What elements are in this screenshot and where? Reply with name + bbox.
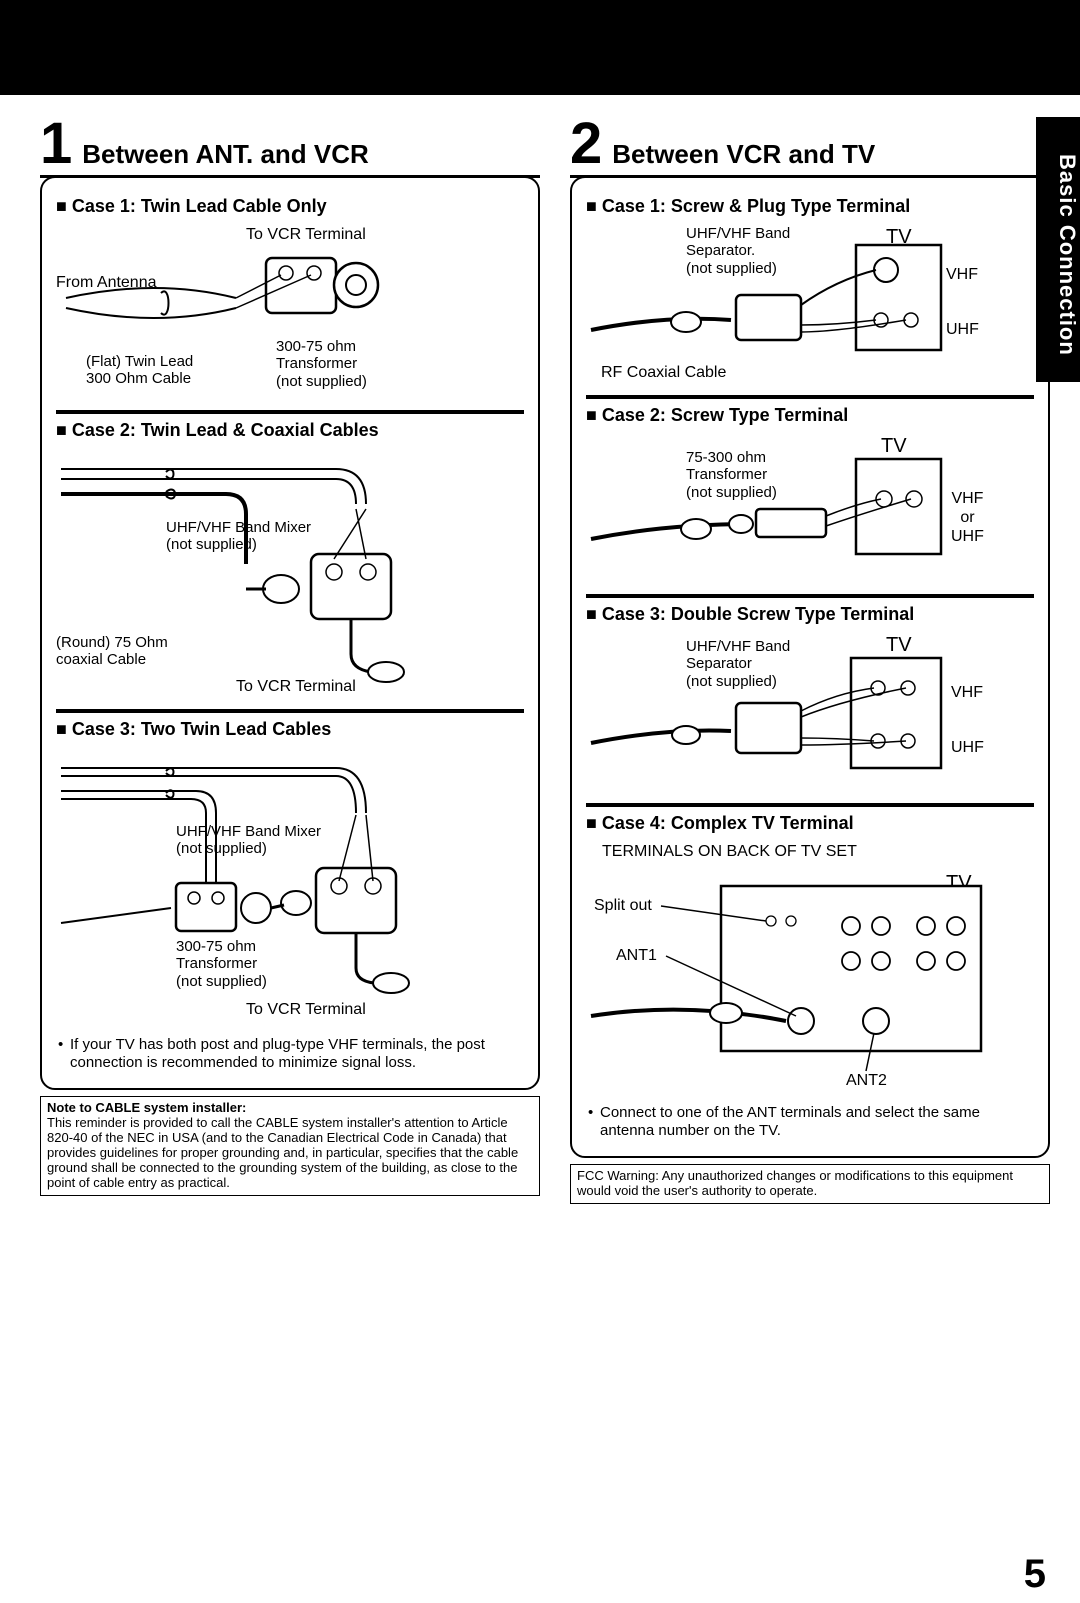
divider (586, 594, 1034, 598)
right-case3-header: Case 3: Double Screw Type Terminal (586, 604, 1034, 625)
footnote-title: Note to CABLE system installer: (47, 1100, 246, 1115)
coax-label: (Round) 75 Ohm coaxial Cable (56, 634, 168, 669)
right-title: 2 Between VCR and TV (570, 115, 1050, 178)
num-1: 1 (40, 115, 72, 173)
left-title-text: Between ANT. and VCR (82, 140, 369, 173)
left-note: If your TV has both post and plug-type V… (56, 1036, 524, 1072)
right-case2-header: Case 2: Screw Type Terminal (586, 405, 1034, 426)
right-panel: Case 1: Screw & Plug Type Terminal UHF/V… (570, 176, 1050, 1158)
divider (586, 803, 1034, 807)
right-case4-header: Case 4: Complex TV Terminal (586, 813, 1034, 834)
left-column: 1 Between ANT. and VCR Case 1: Twin Lead… (40, 115, 540, 1204)
left-case1-header: Case 1: Twin Lead Cable Only (56, 196, 524, 217)
left-case3-diagram: UHF/VHF Band Mixer (not supplied) 300-75… (56, 748, 524, 1028)
header-bar (0, 0, 1080, 95)
left-case1-diagram: To VCR Terminal From Antenna (Flat) Twin… (56, 225, 524, 400)
right-column: 2 Between VCR and TV Case 1: Screw & Plu… (570, 115, 1050, 1204)
to-vcr-label-3: To VCR Terminal (246, 1000, 366, 1019)
right-case1-diagram: UHF/VHF Band Separator. (not supplied) T… (586, 225, 1034, 385)
page-number: 5 (1024, 1552, 1046, 1597)
transformer-label: 300-75 ohm Transformer (not supplied) (276, 338, 367, 390)
right-case4-diagram: TV Split out ANT1 ANT2 (586, 861, 1034, 1096)
right-case3-diagram: UHF/VHF Band Separator (not supplied) TV… (586, 633, 1034, 793)
left-panel: Case 1: Twin Lead Cable Only To VCR Term… (40, 176, 540, 1090)
to-vcr-label: To VCR Terminal (246, 225, 366, 244)
num-2: 2 (570, 115, 602, 173)
mixer-label: UHF/VHF Band Mixer (not supplied) (166, 519, 311, 554)
right-title-text: Between VCR and TV (612, 140, 875, 173)
left-title: 1 Between ANT. and VCR (40, 115, 540, 178)
right-note: Connect to one of the ANT terminals and … (586, 1104, 1034, 1140)
left-case2-diagram: UHF/VHF Band Mixer (not supplied) (Round… (56, 449, 524, 699)
right-footnote: FCC Warning: Any unauthorized changes or… (570, 1164, 1050, 1204)
double-screw-illustration (586, 653, 986, 783)
tv-terminal-illustration (586, 240, 986, 370)
case4-subtitle: TERMINALS ON BACK OF TV SET (602, 842, 1034, 861)
left-case3-header: Case 3: Two Twin Lead Cables (56, 719, 524, 740)
to-vcr-label-2: To VCR Terminal (236, 677, 356, 696)
main-content: 1 Between ANT. and VCR Case 1: Twin Lead… (0, 95, 1080, 1204)
complex-terminal-illustration (586, 871, 1006, 1091)
footnote-body: This reminder is provided to call the CA… (47, 1115, 518, 1190)
divider (56, 709, 524, 713)
right-case2-diagram: 75-300 ohm Transformer (not supplied) TV… (586, 434, 1034, 584)
rf-label: RF Coaxial Cable (601, 363, 726, 382)
left-footnote: Note to CABLE system installer: This rem… (40, 1096, 540, 1196)
mixer-label-2: UHF/VHF Band Mixer (not supplied) (176, 823, 321, 858)
divider (56, 410, 524, 414)
twin-lead-label: (Flat) Twin Lead 300 Ohm Cable (86, 353, 193, 388)
screw-terminal-illustration (586, 454, 986, 574)
transformer-label-2: 300-75 ohm Transformer (not supplied) (176, 938, 267, 990)
divider (586, 395, 1034, 399)
right-case1-header: Case 1: Screw & Plug Type Terminal (586, 196, 1034, 217)
left-case2-header: Case 2: Twin Lead & Coaxial Cables (56, 420, 524, 441)
